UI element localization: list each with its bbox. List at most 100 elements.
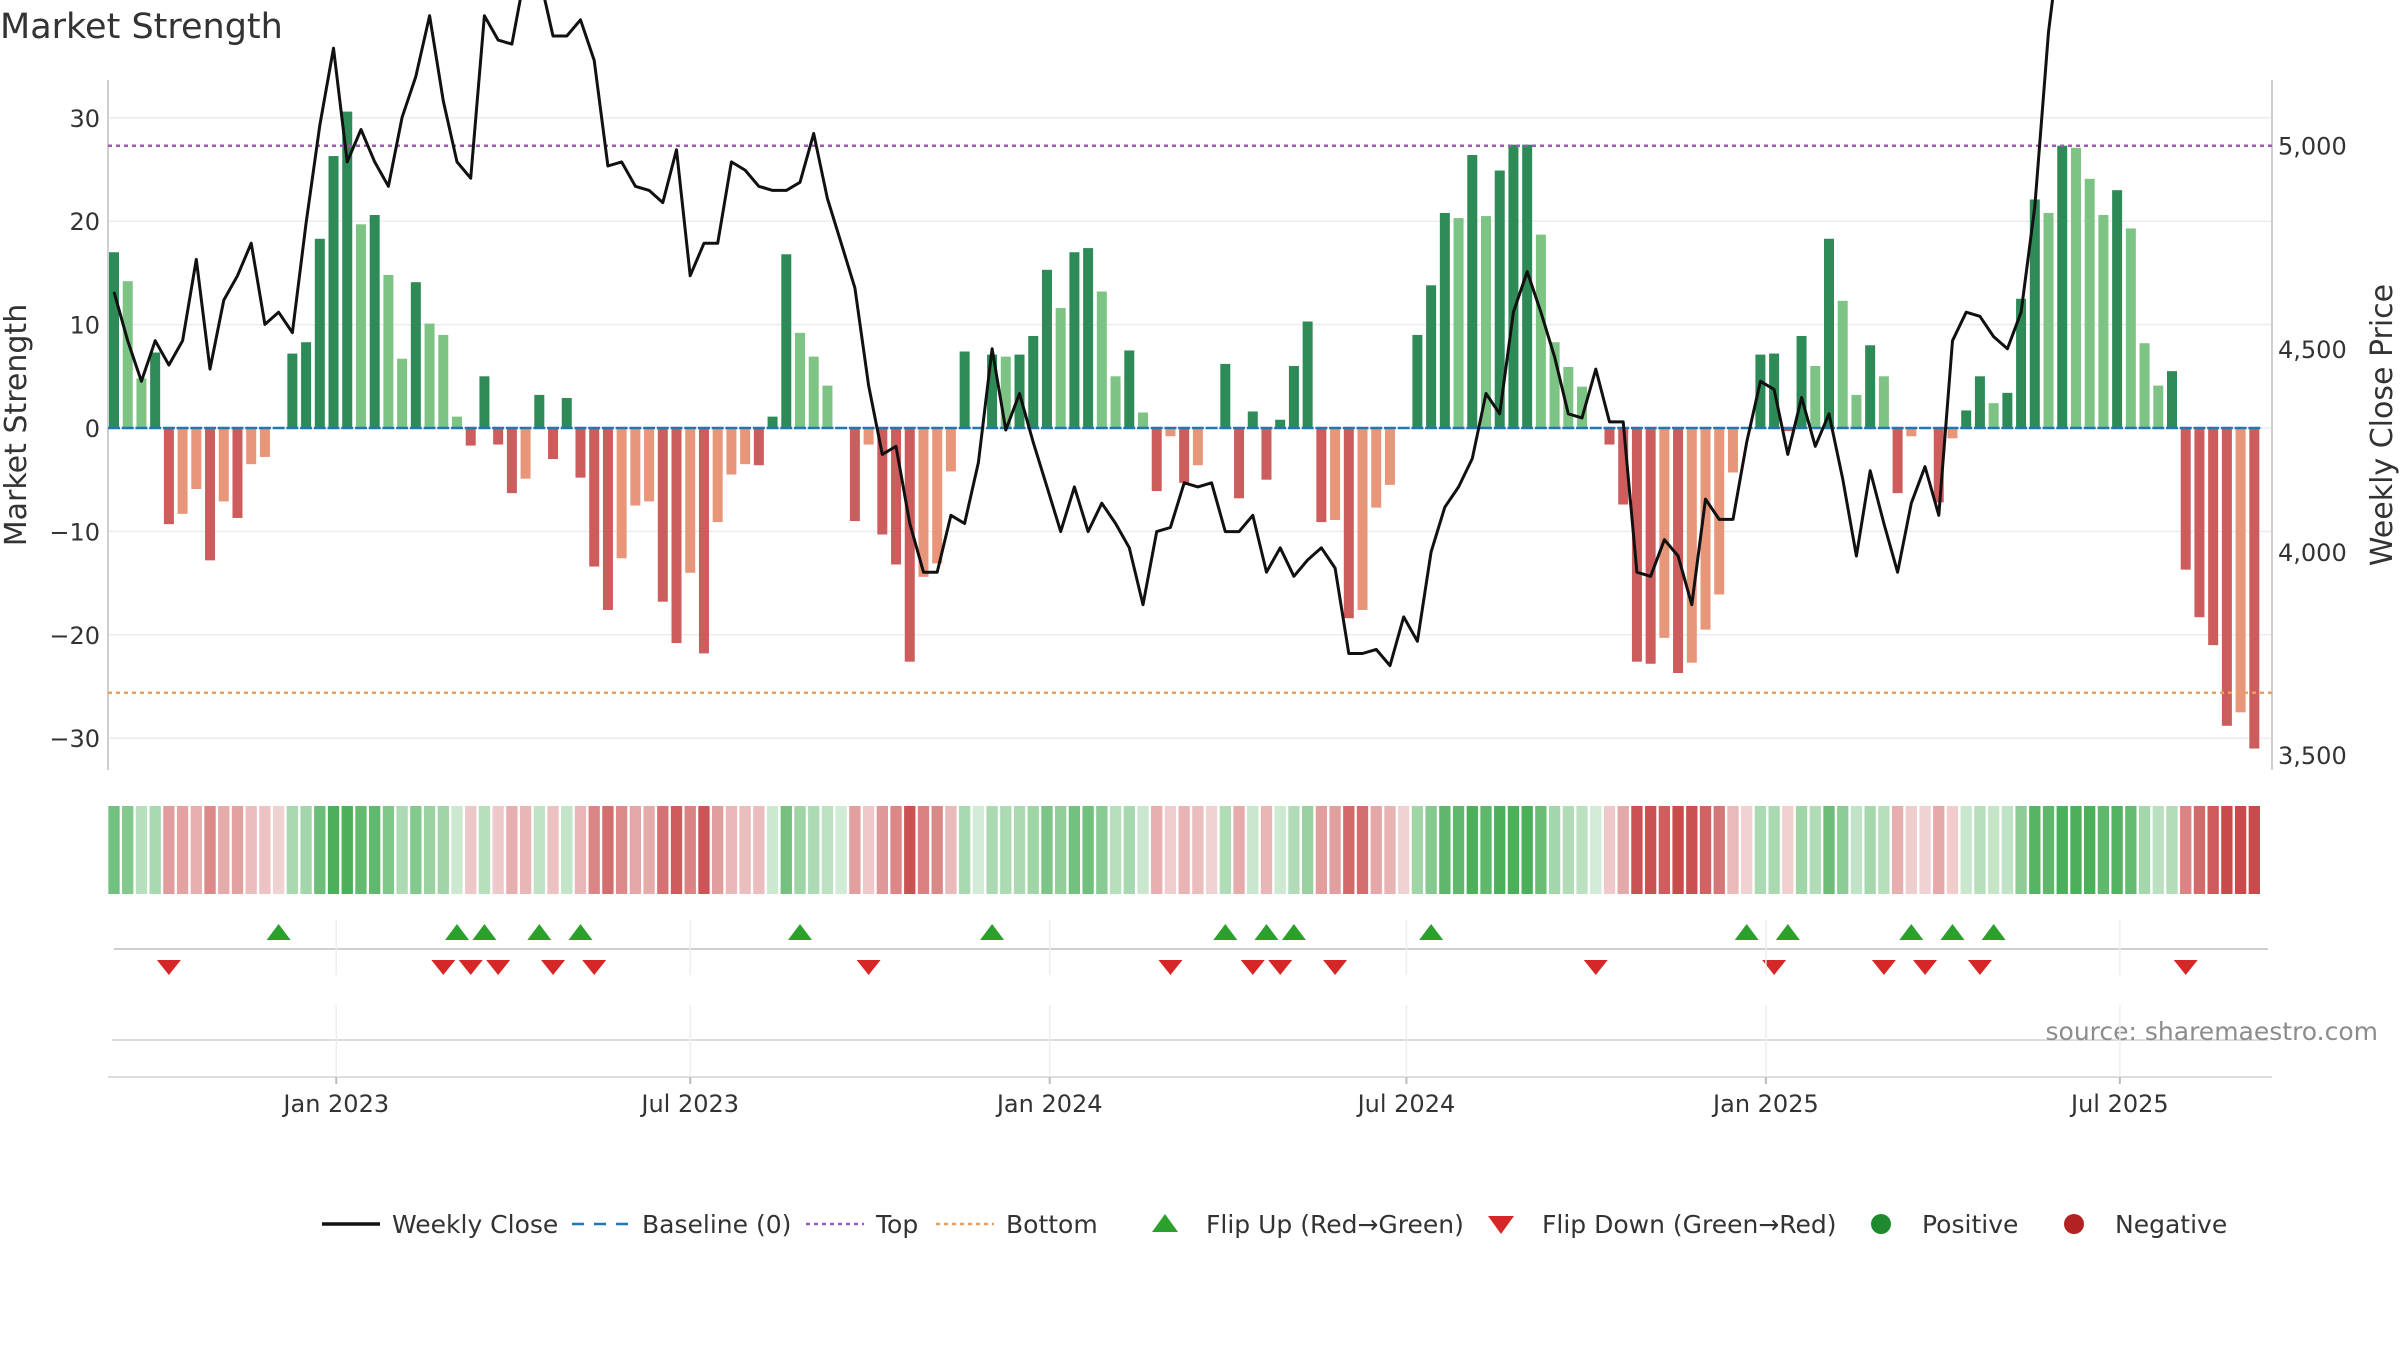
legend-item: Positive [1871,1210,2018,1239]
heat-cell [1946,806,1959,894]
legend-swatch [1488,1216,1514,1234]
strength-bar [2208,428,2219,646]
strength-bar [1865,345,1876,428]
heat-cell [519,806,532,894]
strength-bar [1330,428,1341,521]
strength-bar [1220,363,1231,428]
strength-bar [1467,155,1478,429]
strength-bar [918,428,929,577]
strength-bar [1988,403,1999,428]
heat-cell [1562,806,1574,894]
heat-cell [1233,806,1245,894]
heat-cell [1384,806,1396,894]
heat-cell [1315,806,1328,894]
heat-cell [1329,806,1341,894]
heat-cell [1878,806,1890,894]
heat-cell [1837,806,1849,894]
flip-down-marker [1967,960,1992,975]
strength-bar [1288,365,1299,428]
flip-down-marker [486,960,511,975]
heat-cell [1590,806,1602,894]
heat-cell [1260,806,1273,894]
heat-cell [1548,806,1561,894]
strength-bar [493,428,504,445]
heat-cell [574,806,587,894]
strength-bar [2125,228,2136,428]
legend-label: Baseline (0) [642,1210,791,1239]
heat-cell [1754,806,1767,894]
heat-cell [629,806,642,894]
heat-cell [657,806,669,894]
y-left-tick-label: −10 [49,518,100,546]
strength-bar [1782,428,1793,432]
strength-bar [1247,411,1258,428]
heat-cell [478,806,491,894]
y-left-tick-label: 20 [69,208,100,236]
strength-heat-strip [108,806,2260,894]
flip-up-marker [1899,924,1924,940]
strength-bar [1192,428,1203,466]
heat-cell [753,806,765,894]
strength-bar [424,323,435,428]
strength-bar [644,428,655,502]
strength-bar [1302,321,1313,428]
strength-bar [2221,428,2232,726]
strength-bar [891,428,902,565]
strength-bar [726,428,737,475]
strength-bar [1124,350,1135,428]
y-right-tick-label: 3,500 [2278,742,2347,770]
flip-down-marker [541,960,566,975]
heat-cell [423,806,436,894]
strength-bar [1165,428,1176,437]
strength-bar [1714,428,1725,595]
heat-cell [1631,806,1643,894]
heat-cell [1741,806,1753,894]
heat-cell [1439,806,1451,894]
strength-bar [1549,342,1560,428]
heat-cell [2029,806,2041,894]
heat-cell [684,806,696,894]
heat-cell [1644,806,1657,894]
strength-bar [506,428,517,494]
heat-cell [1905,806,1917,894]
legend-label: Flip Down (Green→Red) [1542,1210,1837,1239]
x-tick-label: Jan 2025 [1711,1090,1819,1118]
strength-bar [534,394,545,428]
heat-cell [739,806,751,894]
heat-cell [1123,806,1135,894]
y-left-tick-label: 30 [69,105,100,133]
strength-bar [808,356,819,428]
heat-cell [876,806,888,894]
heat-cell [547,806,559,894]
strength-bar [2139,343,2150,428]
strength-bar [1892,428,1903,494]
strength-bar [355,224,366,428]
heat-cell [2015,806,2027,894]
heat-cell [355,806,367,894]
strength-bar [2112,190,2123,428]
legend-label: Flip Up (Red→Green) [1206,1210,1464,1239]
flip-up-marker [1981,924,2006,940]
heat-cell [1480,806,1492,894]
strength-bar [2098,214,2109,428]
x-tick-label: Jan 2024 [995,1090,1103,1118]
legend-item: Top [806,1210,918,1239]
strength-bar [2153,385,2164,428]
flip-down-marker [1871,960,1896,975]
heat-cell [862,806,875,894]
strength-bar [863,428,874,445]
heat-cell [2180,806,2192,894]
strength-bar [2043,212,2054,428]
strength-bar [1481,216,1491,428]
strength-bar [1412,334,1423,428]
legend-label: Bottom [1006,1210,1098,1239]
heat-cell [135,806,148,894]
strength-bar [740,428,751,465]
heat-cell [588,806,600,894]
legend-swatch [2064,1214,2084,1234]
heat-cell [698,806,710,894]
strength-bar [1453,218,1464,428]
heat-cell [300,806,312,894]
strength-bar [932,428,943,564]
heat-cell [259,806,271,894]
